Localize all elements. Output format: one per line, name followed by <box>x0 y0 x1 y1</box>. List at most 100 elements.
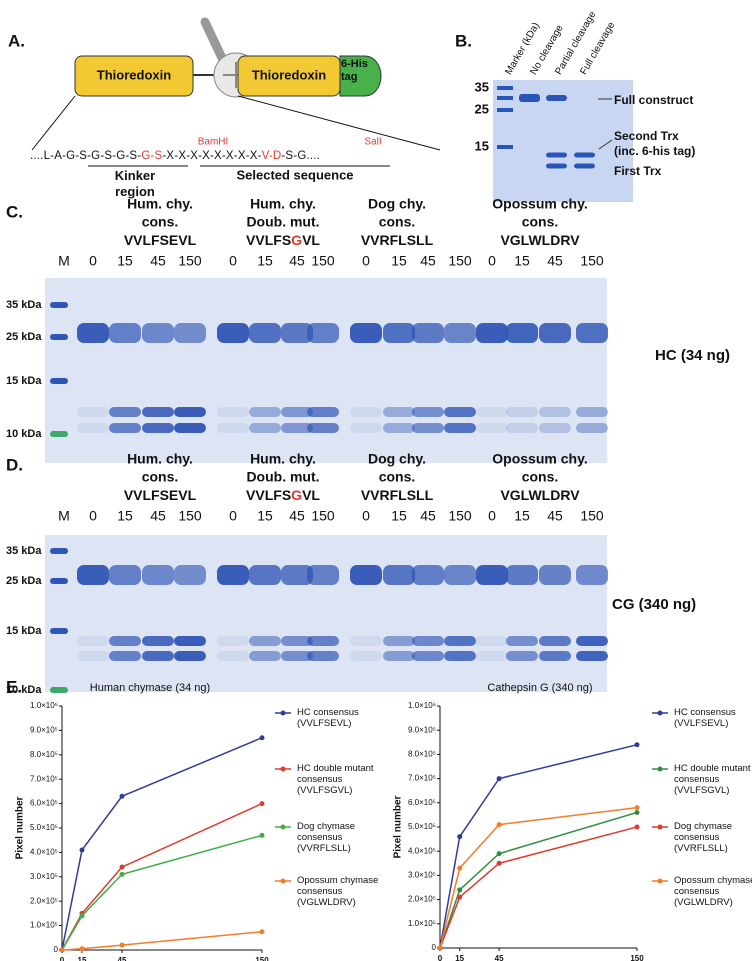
x-tick-label: 150 <box>630 954 644 961</box>
band <box>174 565 206 585</box>
lane-label: 0 <box>362 253 370 269</box>
y-tick-label: 2.0×10⁵ <box>408 895 436 904</box>
point <box>259 929 265 935</box>
point <box>259 735 265 741</box>
band <box>539 636 571 646</box>
lane-label: 45 <box>420 508 436 524</box>
band <box>249 565 281 585</box>
band <box>249 636 281 646</box>
band <box>476 636 508 646</box>
band <box>383 407 415 417</box>
band <box>350 423 382 433</box>
band <box>506 407 538 417</box>
marker-band <box>50 378 68 384</box>
band <box>576 636 608 646</box>
legend-box: HC consensus (VVLFSEVL) <box>297 707 359 729</box>
band <box>109 407 141 417</box>
box-label: Thioredoxin <box>252 67 326 82</box>
lane-label: 0 <box>229 253 237 269</box>
lane-label: 0 <box>362 508 370 524</box>
arrow <box>598 98 613 150</box>
band <box>307 636 339 646</box>
x-tick-label: 0 <box>438 954 443 961</box>
side-label: HC (34 ng) <box>655 347 730 364</box>
group-seq: VVRFLSLL <box>361 487 434 503</box>
group-seq: VVRFLSLL <box>361 232 434 248</box>
band <box>281 323 313 343</box>
band <box>506 651 538 661</box>
annotation: (inc. 6-his tag) <box>614 144 695 158</box>
x-tick-label: 15 <box>455 954 464 961</box>
band <box>174 636 206 646</box>
site-label: SalI <box>364 137 381 148</box>
band <box>174 651 206 661</box>
legend-dot <box>657 766 663 772</box>
band <box>350 323 382 343</box>
y-tick-label: 8.0×10⁵ <box>408 750 436 759</box>
lane-label: 150 <box>178 508 202 524</box>
point <box>634 805 640 811</box>
marker-lane: M <box>58 253 70 269</box>
y-tick-label: 9.0×10⁵ <box>408 725 436 734</box>
seq-part: VVRFLSLL <box>361 487 434 503</box>
band <box>497 86 513 90</box>
band <box>142 636 174 646</box>
legend-box: Dog chymase consensus (VVRFLSLL) <box>674 821 733 854</box>
zoom-line <box>237 95 441 151</box>
side-label: CG (340 ng) <box>612 596 696 613</box>
marker-band <box>50 548 68 554</box>
band <box>109 636 141 646</box>
band <box>476 423 508 433</box>
group-label: Doub. mut. <box>246 214 319 230</box>
zoom-line <box>31 95 76 151</box>
band <box>142 565 174 585</box>
band <box>574 152 595 158</box>
band <box>506 323 538 343</box>
group-label: cons. <box>379 469 416 485</box>
lane-label: 15 <box>257 253 273 269</box>
band <box>576 407 608 417</box>
band <box>546 152 567 158</box>
box <box>74 55 194 97</box>
band <box>142 407 174 417</box>
band <box>519 94 540 102</box>
legend-box: HC double mutant consensus (VVLFSGVL) <box>674 763 751 796</box>
legend-label: HC double mutant consensus (VVLFSGVL) <box>297 763 374 796</box>
legend-label: Dog chymase consensus (VVRFLSLL) <box>297 821 356 854</box>
band <box>249 407 281 417</box>
y-tick-label: 1.0×10⁵ <box>408 919 436 928</box>
sequence: ....L-A-G-S-G-S-G-S-G-S-X-X-X-X-X-X-X-X-… <box>30 150 320 162</box>
band <box>412 323 444 343</box>
lane-label: 15 <box>117 508 133 524</box>
legend-label: Dog chymase consensus (VVRFLSLL) <box>674 821 733 854</box>
band <box>412 651 444 661</box>
band <box>539 407 571 417</box>
region-label: Selected sequence <box>236 167 353 182</box>
series-line <box>439 743 638 949</box>
kda-label: 35 kDa <box>6 299 42 311</box>
legend-dot <box>280 878 286 884</box>
seq-part: VVRFLSLL <box>361 232 434 248</box>
lane-label: 0 <box>89 508 97 524</box>
lane-label: 45 <box>150 508 166 524</box>
series-line <box>439 806 638 949</box>
group-seq: VVLFSEVL <box>124 487 197 503</box>
band <box>109 565 141 585</box>
band <box>249 323 281 343</box>
legend-dot <box>280 824 286 830</box>
tag-label: 6-His tag <box>341 58 368 83</box>
y-tick-label: 2.0×10⁵ <box>30 896 58 905</box>
series-line <box>439 826 638 949</box>
group-label: Opossum chy. <box>492 196 587 212</box>
y-tick-label: 9.0×10⁵ <box>30 726 58 735</box>
band <box>307 565 339 585</box>
marker-label: 25 <box>475 101 489 116</box>
band <box>281 423 313 433</box>
seq-part: VVLFS <box>246 232 291 248</box>
point <box>259 832 265 838</box>
x-tick-label: 45 <box>118 956 127 961</box>
group-label: cons. <box>522 214 559 230</box>
band <box>217 323 249 343</box>
panel-label: C. <box>6 202 23 221</box>
legend-label: HC double mutant consensus (VVLFSGVL) <box>674 763 751 796</box>
